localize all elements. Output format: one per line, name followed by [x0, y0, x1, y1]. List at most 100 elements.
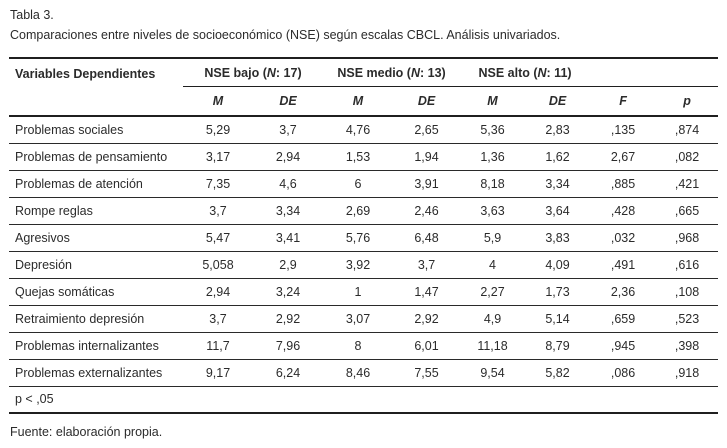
- table-row: Problemas sociales 5,29 3,7 4,76 2,65 5,36 2,8…: [9, 116, 719, 144]
- table-row: Agresivos 5,47 3,41 5,76 6,48 5,9 3,83,032,968: [9, 224, 719, 252]
- group-header-nse-bajo: NSE bajo (N: 17): [183, 58, 323, 87]
- significance-note: p < ,05: [9, 386, 719, 414]
- n-symbol: N: [537, 66, 547, 80]
- significance-row: p < ,05: [9, 386, 719, 414]
- cell-value: 6,01: [393, 332, 461, 360]
- cell-value: 2,27: [460, 278, 526, 306]
- cell-value: 5,9: [460, 224, 526, 252]
- table-row: Problemas de atención 7,35 4,6 6 3,91 8,18 3,3…: [9, 170, 719, 198]
- cell-value: 6,24: [253, 359, 323, 387]
- row-label: Problemas sociales: [9, 116, 183, 144]
- cell-value: 4,09: [525, 251, 591, 279]
- column-header-de-alto: DE: [525, 86, 591, 117]
- cell-value: 3,64: [525, 197, 591, 225]
- cell-value: 3,24: [253, 278, 323, 306]
- cell-value: ,523: [656, 305, 719, 333]
- cell-value: 3,41: [253, 224, 323, 252]
- group-header-nse-medio: NSE medio (N: 13): [323, 58, 461, 87]
- row-label: Agresivos: [9, 224, 183, 252]
- table-row: Rompe reglas 3,7 3,34 2,69 2,46 3,63 3,64,428,…: [9, 197, 719, 225]
- stat-header-row: M DE M DE M DE F p: [9, 86, 719, 117]
- group-header-text: : 11): [546, 66, 572, 80]
- n-symbol: N: [266, 66, 276, 80]
- cell-value: ,108: [656, 278, 719, 306]
- cell-value: 3,92: [323, 251, 393, 279]
- cell-value: ,491: [590, 251, 657, 279]
- cell-value: 5,47: [183, 224, 253, 252]
- cell-value: 1,47: [393, 278, 461, 306]
- cell-value: 9,17: [183, 359, 253, 387]
- table-row: Problemas externalizantes 9,17 6,24 8,46 7,5…: [9, 359, 719, 387]
- page: Tabla 3. Comparaciones entre niveles de …: [9, 8, 719, 439]
- cell-value: 9,54: [460, 359, 526, 387]
- cell-value: 8,79: [525, 332, 591, 360]
- cell-value: 3,83: [525, 224, 591, 252]
- cell-value: 5,058: [183, 251, 253, 279]
- row-label: Retraimiento depresión: [9, 305, 183, 333]
- column-header-p: p: [656, 86, 719, 117]
- cell-value: 3,34: [525, 170, 591, 198]
- cell-value: 5,29: [183, 116, 253, 144]
- cell-value: ,659: [590, 305, 657, 333]
- cell-value: 3,91: [393, 170, 461, 198]
- cell-value: 3,7: [183, 305, 253, 333]
- cell-value: 3,7: [253, 116, 323, 144]
- group-header-text: NSE bajo (: [204, 66, 267, 80]
- cell-value: ,082: [656, 143, 719, 171]
- cell-value: 2,36: [590, 278, 657, 306]
- cell-value: ,032: [590, 224, 657, 252]
- cell-value: 11,18: [460, 332, 526, 360]
- cell-value: 8,46: [323, 359, 393, 387]
- cell-value: 6,48: [393, 224, 461, 252]
- cell-value: 3,7: [393, 251, 461, 279]
- cell-value: ,421: [656, 170, 719, 198]
- cell-value: 4,76: [323, 116, 393, 144]
- column-header-de-medio: DE: [393, 86, 461, 117]
- cell-value: 2,9: [253, 251, 323, 279]
- cell-value: 3,7: [183, 197, 253, 225]
- cell-value: 2,92: [393, 305, 461, 333]
- cell-value: 5,82: [525, 359, 591, 387]
- cell-value: 4: [460, 251, 526, 279]
- cell-value: 2,46: [393, 197, 461, 225]
- cell-value: 8,18: [460, 170, 526, 198]
- cell-value: ,135: [590, 116, 657, 144]
- cell-value: ,398: [656, 332, 719, 360]
- group-header-row: Variables Dependientes NSE bajo (N: 17) …: [9, 58, 719, 117]
- row-label: Problemas externalizantes: [9, 359, 183, 387]
- group-header-text: NSE alto (: [478, 66, 538, 80]
- table-row: Quejas somáticas 2,94 3,24 1 1,47 2,27 1,73 2,3…: [9, 278, 719, 306]
- cell-value: 1,94: [393, 143, 461, 171]
- row-label: Rompe reglas: [9, 197, 183, 225]
- cell-value: 1,62: [525, 143, 591, 171]
- cell-value: ,918: [656, 359, 719, 387]
- cell-value: 6: [323, 170, 393, 198]
- cell-value: ,874: [656, 116, 719, 144]
- column-header-m-bajo: M: [183, 86, 253, 117]
- row-label: Problemas de atención: [9, 170, 183, 198]
- n-symbol: N: [410, 66, 420, 80]
- row-label: Quejas somáticas: [9, 278, 183, 306]
- cell-value: ,945: [590, 332, 657, 360]
- cell-value: ,885: [590, 170, 657, 198]
- table-number-title: Tabla 3.: [10, 8, 54, 22]
- cell-value: 5,76: [323, 224, 393, 252]
- cell-value: 1,73: [525, 278, 591, 306]
- column-header-m-alto: M: [460, 86, 526, 117]
- cell-value: 7,35: [183, 170, 253, 198]
- cell-value: 1,36: [460, 143, 526, 171]
- source-note: Fuente: elaboración propia.: [10, 425, 163, 439]
- row-label: Depresión: [9, 251, 183, 279]
- table-row: Depresión 5,058 2,9 3,92 3,7 4 4,09,491,616: [9, 251, 719, 279]
- table-caption: Comparaciones entre niveles de socioecon…: [10, 28, 561, 42]
- column-header-m-medio: M: [323, 86, 393, 117]
- cell-value: 2,67: [590, 143, 657, 171]
- cell-value: 3,34: [253, 197, 323, 225]
- cell-value: 2,83: [525, 116, 591, 144]
- cell-value: 5,36: [460, 116, 526, 144]
- cell-value: 11,7: [183, 332, 253, 360]
- cell-value: ,086: [590, 359, 657, 387]
- cell-value: 2,65: [393, 116, 461, 144]
- cell-value: ,428: [590, 197, 657, 225]
- row-label: Problemas internalizantes: [9, 332, 183, 360]
